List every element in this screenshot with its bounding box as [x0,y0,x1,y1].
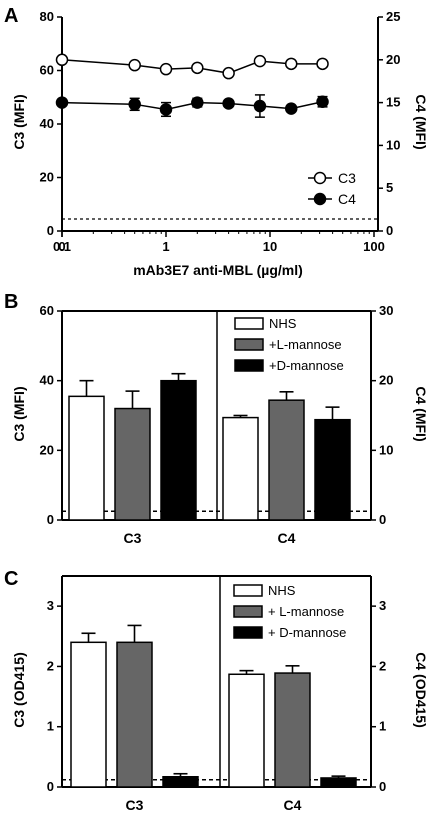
panel-b-right-tick-label: 20 [379,373,393,388]
panel-a-point-c4 [55,96,69,109]
panel-c-right-axis-title: C4 (OD415) [413,652,429,727]
panel-c-right-tick-label: 2 [379,658,386,673]
panel-c-bar-c3-2 [162,776,199,788]
panel-a-point-c4 [284,102,298,115]
panel-a-left-tick-label: 40 [40,116,54,131]
panel-c-category-label: C3 [126,797,144,813]
panel-a-point-c4 [128,98,141,111]
panel-b-left-tick-label: 0 [47,512,54,527]
panel-b-legend-label: +D-mannose [269,358,344,373]
panel-a-x-tick-label: 1 [162,239,169,254]
panel-a-point-c3 [55,53,69,67]
panel-b-bar-c4-0 [222,416,259,521]
panel-b-left-axis-title: C3 (MFI) [11,386,27,441]
panel-letter-a: A [4,5,18,27]
panel-letter-c: C [4,568,18,590]
panel-a-point-c4 [159,103,173,116]
panel-a-point-c4 [191,96,204,109]
panel-a-point-c3 [191,61,204,75]
panel-a-left-tick-label: 0 [47,223,54,238]
panel-b-right-axis-title: C4 (MFI) [413,386,429,441]
panel-c-legend-swatch [233,584,263,597]
panel-a-left-tick-label: 60 [40,63,54,78]
panel-c-legend-label: + L-mannose [268,604,344,619]
panel-c-legend-swatch [233,605,263,618]
panel-c-right-tick-label: 0 [379,779,386,794]
panel-b-left-tick-label: 40 [40,373,54,388]
panel-c-category-label: C4 [284,797,302,813]
panel-a-point-c4 [253,99,267,113]
panel-c-right-tick-label: 3 [379,598,386,613]
panel-a-x-tick-label: 100 [363,239,385,254]
panel-c-legend-label: NHS [268,583,296,598]
panel-a-point-c4 [316,95,329,108]
panel-a-right-tick-label: 5 [386,180,393,195]
panel-a-right-tick-label: 25 [386,9,400,24]
panel-c-right-tick-label: 1 [379,719,386,734]
panel-c-legend-label: + D-mannose [268,625,346,640]
panel-b-bar-c3-2 [160,379,197,521]
panel-b-legend-swatch [234,317,264,330]
panel-a-point-c3 [316,57,329,71]
panel-c-bar-c4-2 [320,777,357,788]
panel-b-category-label: C3 [124,530,142,546]
panel-c-left-axis-title: C3 (OD415) [11,652,27,727]
panel-a-x-tick-label: 10 [263,239,277,254]
panel-a-right-tick-label: 10 [386,137,400,152]
panel-b-right-tick-label: 0 [379,512,386,527]
panel-letter-b: B [4,291,18,313]
panel-c-left-tick-label: 3 [47,598,54,613]
panel-a-left-axis-title: C3 (MFI) [11,94,27,149]
panel-b-bar-c3-0 [68,395,105,521]
panel-a-left-tick-label: 20 [40,170,54,185]
panel-b-bar-c4-1 [268,399,305,521]
panel-a-point-c3 [159,62,173,76]
panel-a-right-axis-title: C4 (MFI) [413,94,429,149]
panel-a-right-tick-label: 20 [386,52,400,67]
panel-b-category-label: C4 [278,530,296,546]
panel-a-legend-label: C3 [338,170,356,186]
panel-b-left-tick-label: 20 [40,442,54,457]
panel-b-bar-c3-1 [114,407,151,521]
panel-c-legend-swatch [233,626,263,639]
panel-a-legend-marker [313,192,327,206]
panel-b-bar-c4-2 [314,418,351,521]
panel-a-x-tick-label: 0.1 [53,239,71,254]
panel-a-point-c3 [222,66,235,80]
panel-a-legend-marker [313,171,327,185]
panel-c-left-tick-label: 1 [47,719,54,734]
panel-a-left-tick-label: 80 [40,9,54,24]
panel-c-plot: 0 1 2 3 0 1 2 3 C3 C4 NHS + L-mannose + D-mannose [47,575,386,813]
panel-c-bar-c3-1 [116,641,153,788]
panel-a-x-axis-title: mAb3E7 anti-MBL (µg/ml) [133,262,303,278]
panel-b-right-tick-label: 30 [379,303,393,318]
panel-b-legend-label: +L-mannose [269,337,342,352]
panel-a-legend-label: C4 [338,191,356,207]
panel-b-legend-swatch [234,338,264,351]
panel-a-point-c3 [128,58,141,72]
panel-a-right-tick-label: 15 [386,95,400,110]
panel-b-plot: 0 20 40 60 0 10 20 30 C3 C4 NHS +L-mannose +D-mannos… [40,303,394,546]
panel-c-left-tick-label: 0 [47,779,54,794]
panel-c-left-tick-label: 2 [47,658,54,673]
panel-a-point-c3 [284,57,298,71]
panel-a-point-c3 [253,54,267,68]
panel-a-x-tick-label: 0 [58,239,65,254]
panel-b-legend-swatch [234,359,264,372]
panel-c-bar-c3-0 [70,641,107,788]
panel-b-left-tick-label: 60 [40,303,54,318]
panel-c-bar-c4-1 [274,672,311,788]
panel-a-point-c4 [222,97,235,110]
panel-b-right-tick-label: 10 [379,442,393,457]
panel-c-bar-c4-0 [228,673,265,788]
panel-b-legend-label: NHS [269,316,297,331]
panel-a-right-tick-label: 0 [386,223,393,238]
